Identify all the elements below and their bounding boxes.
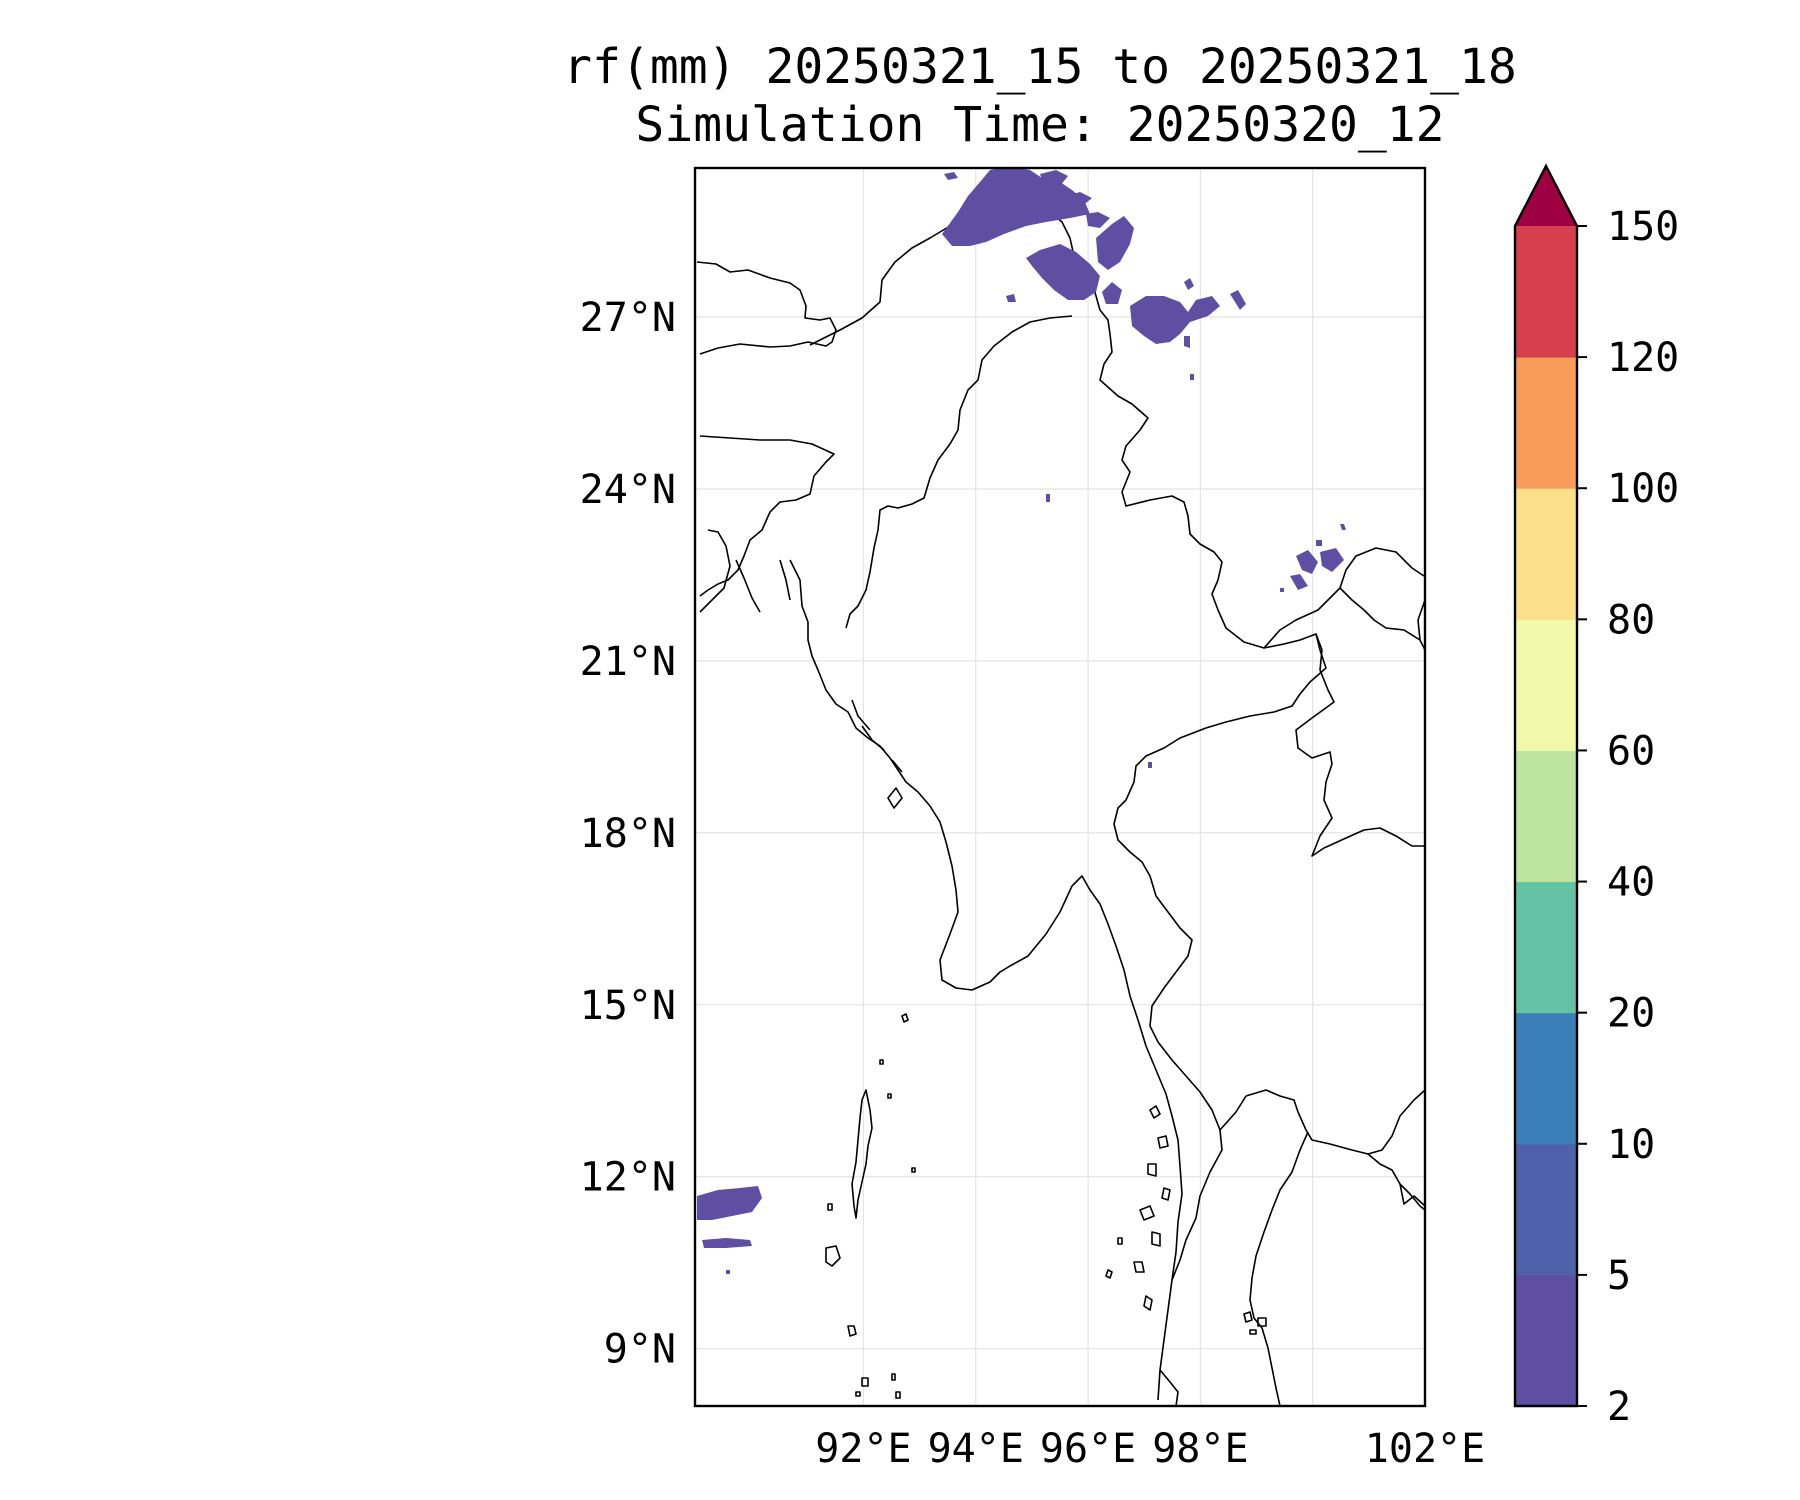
colorbar-segment [1515,1143,1577,1276]
coast-south-east [1399,1183,1425,1207]
rain-blob-east-3 [1280,524,1346,592]
coast-tanintharyi [1071,875,1183,1401]
title-line-1: rf(mm) 20250321_15 to 20250321_18 [563,39,1517,95]
rain-blob-central [1046,494,1152,768]
colorbar-segment [1515,357,1577,489]
colorbar-tick-label: 2 [1607,1384,1631,1430]
rain-blob-sw-3 [726,1270,730,1274]
colorbar: 2 5 10 20 40 60 80 100 120 150 [1513,163,1679,1430]
rain-blob-east-1 [1296,550,1318,574]
rain-blob-north-7 [1086,212,1110,228]
colorbar-tick-label: 5 [1607,1253,1631,1299]
rainfall-contours [697,168,1346,1274]
lat-tick-label: 9°N [604,1327,676,1373]
lon-tick-label: 94°E [928,1426,1024,1472]
rain-blob-sw-2 [702,1238,752,1248]
lat-tick-label: 18°N [580,811,676,857]
islands-andaman-south [855,1373,901,1399]
colorbar-segment [1515,226,1577,358]
rain-blob-north-9 [1230,290,1246,310]
coast-vietnam [1417,599,1425,641]
colorbar-tick-label: 80 [1607,597,1655,643]
border-laos-china [1263,587,1425,651]
gridlines [695,168,1426,1406]
colorbar-tick-label: 120 [1607,335,1679,381]
colorbar-tick-label: 60 [1607,728,1655,774]
rain-blob-sw-1 [697,1186,762,1220]
border-bangladesh [699,435,835,597]
colorbar-segment [1515,881,1577,1014]
rain-blob-east-2 [1320,548,1344,572]
rain-blob-north-12 [1006,294,1016,302]
lat-tick-label: 15°N [580,983,676,1029]
colorbar-tick-label: 150 [1607,204,1679,250]
coast-cambodia [1367,1153,1425,1211]
border-myanmar-east [1099,333,1327,1281]
chart-title: rf(mm) 20250321_15 to 20250321_18 Simula… [520,38,1560,154]
colorbar-segment [1515,1012,1577,1145]
map-axes: 27°N 24°N 21°N 18°N 15°N 12°N 9°N 92°E 94°E 96°E 9… [580,295,1486,1472]
border-laos-thailand [1295,633,1425,857]
colorbar-tick-label: 20 [1607,991,1655,1037]
coast-myanmar-west [789,559,1073,991]
lon-tick-label: 102°E [1365,1426,1485,1472]
map-frame [693,166,1427,1408]
islands-mergui [1105,1105,1171,1311]
title-line-2: Simulation Time: 20250320_12 [635,97,1445,153]
colorbar-outline [1513,163,1579,1408]
islands-coco [879,1013,909,1065]
lon-tick-label: 92°E [815,1426,911,1472]
colorbar-extend-arrow [1515,166,1577,226]
colorbar-segment [1515,1274,1577,1407]
border-thailand-cambodia [1245,1089,1425,1155]
rain-blob-north-6 [1130,296,1220,344]
islands-andaman [825,1089,916,1337]
border-laos-vietnam [1339,547,1425,589]
lat-tick-label: 12°N [580,1155,676,1201]
coast-thailand-gulf [1219,1095,1309,1406]
colorbar-segment [1515,488,1577,620]
rain-blob-north-13 [1184,336,1194,380]
colorbar-segment [1515,750,1577,883]
rain-blob-north-3 [1026,244,1100,300]
lon-tick-label: 98°E [1152,1426,1248,1472]
lon-tick-label: 96°E [1040,1426,1136,1472]
lat-tick-label: 24°N [580,467,676,513]
border-myanmar-west [845,315,1073,629]
rain-blob-north-8 [1066,192,1092,208]
rain-blob-north-11 [944,172,958,180]
colorbar-segment [1515,619,1577,751]
rain-blob-north-5 [1102,282,1122,304]
islands-gulf-thailand [1243,1311,1267,1335]
rain-blob-north-10 [1184,278,1194,290]
coast-bangladesh [699,529,791,613]
coast-andaman-thai [1159,1369,1179,1406]
coast-detail-sittwe [851,699,903,809]
rain-blob-north-2 [1040,170,1068,186]
rain-blob-north-4 [1096,216,1134,270]
colorbar-tick-label: 100 [1607,466,1679,512]
colorbar-tick-label: 40 [1607,860,1655,906]
border-bhutan-assam [696,261,837,355]
lat-tick-label: 21°N [580,639,676,685]
lat-tick-label: 27°N [580,295,676,341]
rain-blob-north-1 [942,168,1090,246]
colorbar-tick-label: 10 [1607,1122,1655,1168]
coastlines-borders [696,203,1425,1406]
